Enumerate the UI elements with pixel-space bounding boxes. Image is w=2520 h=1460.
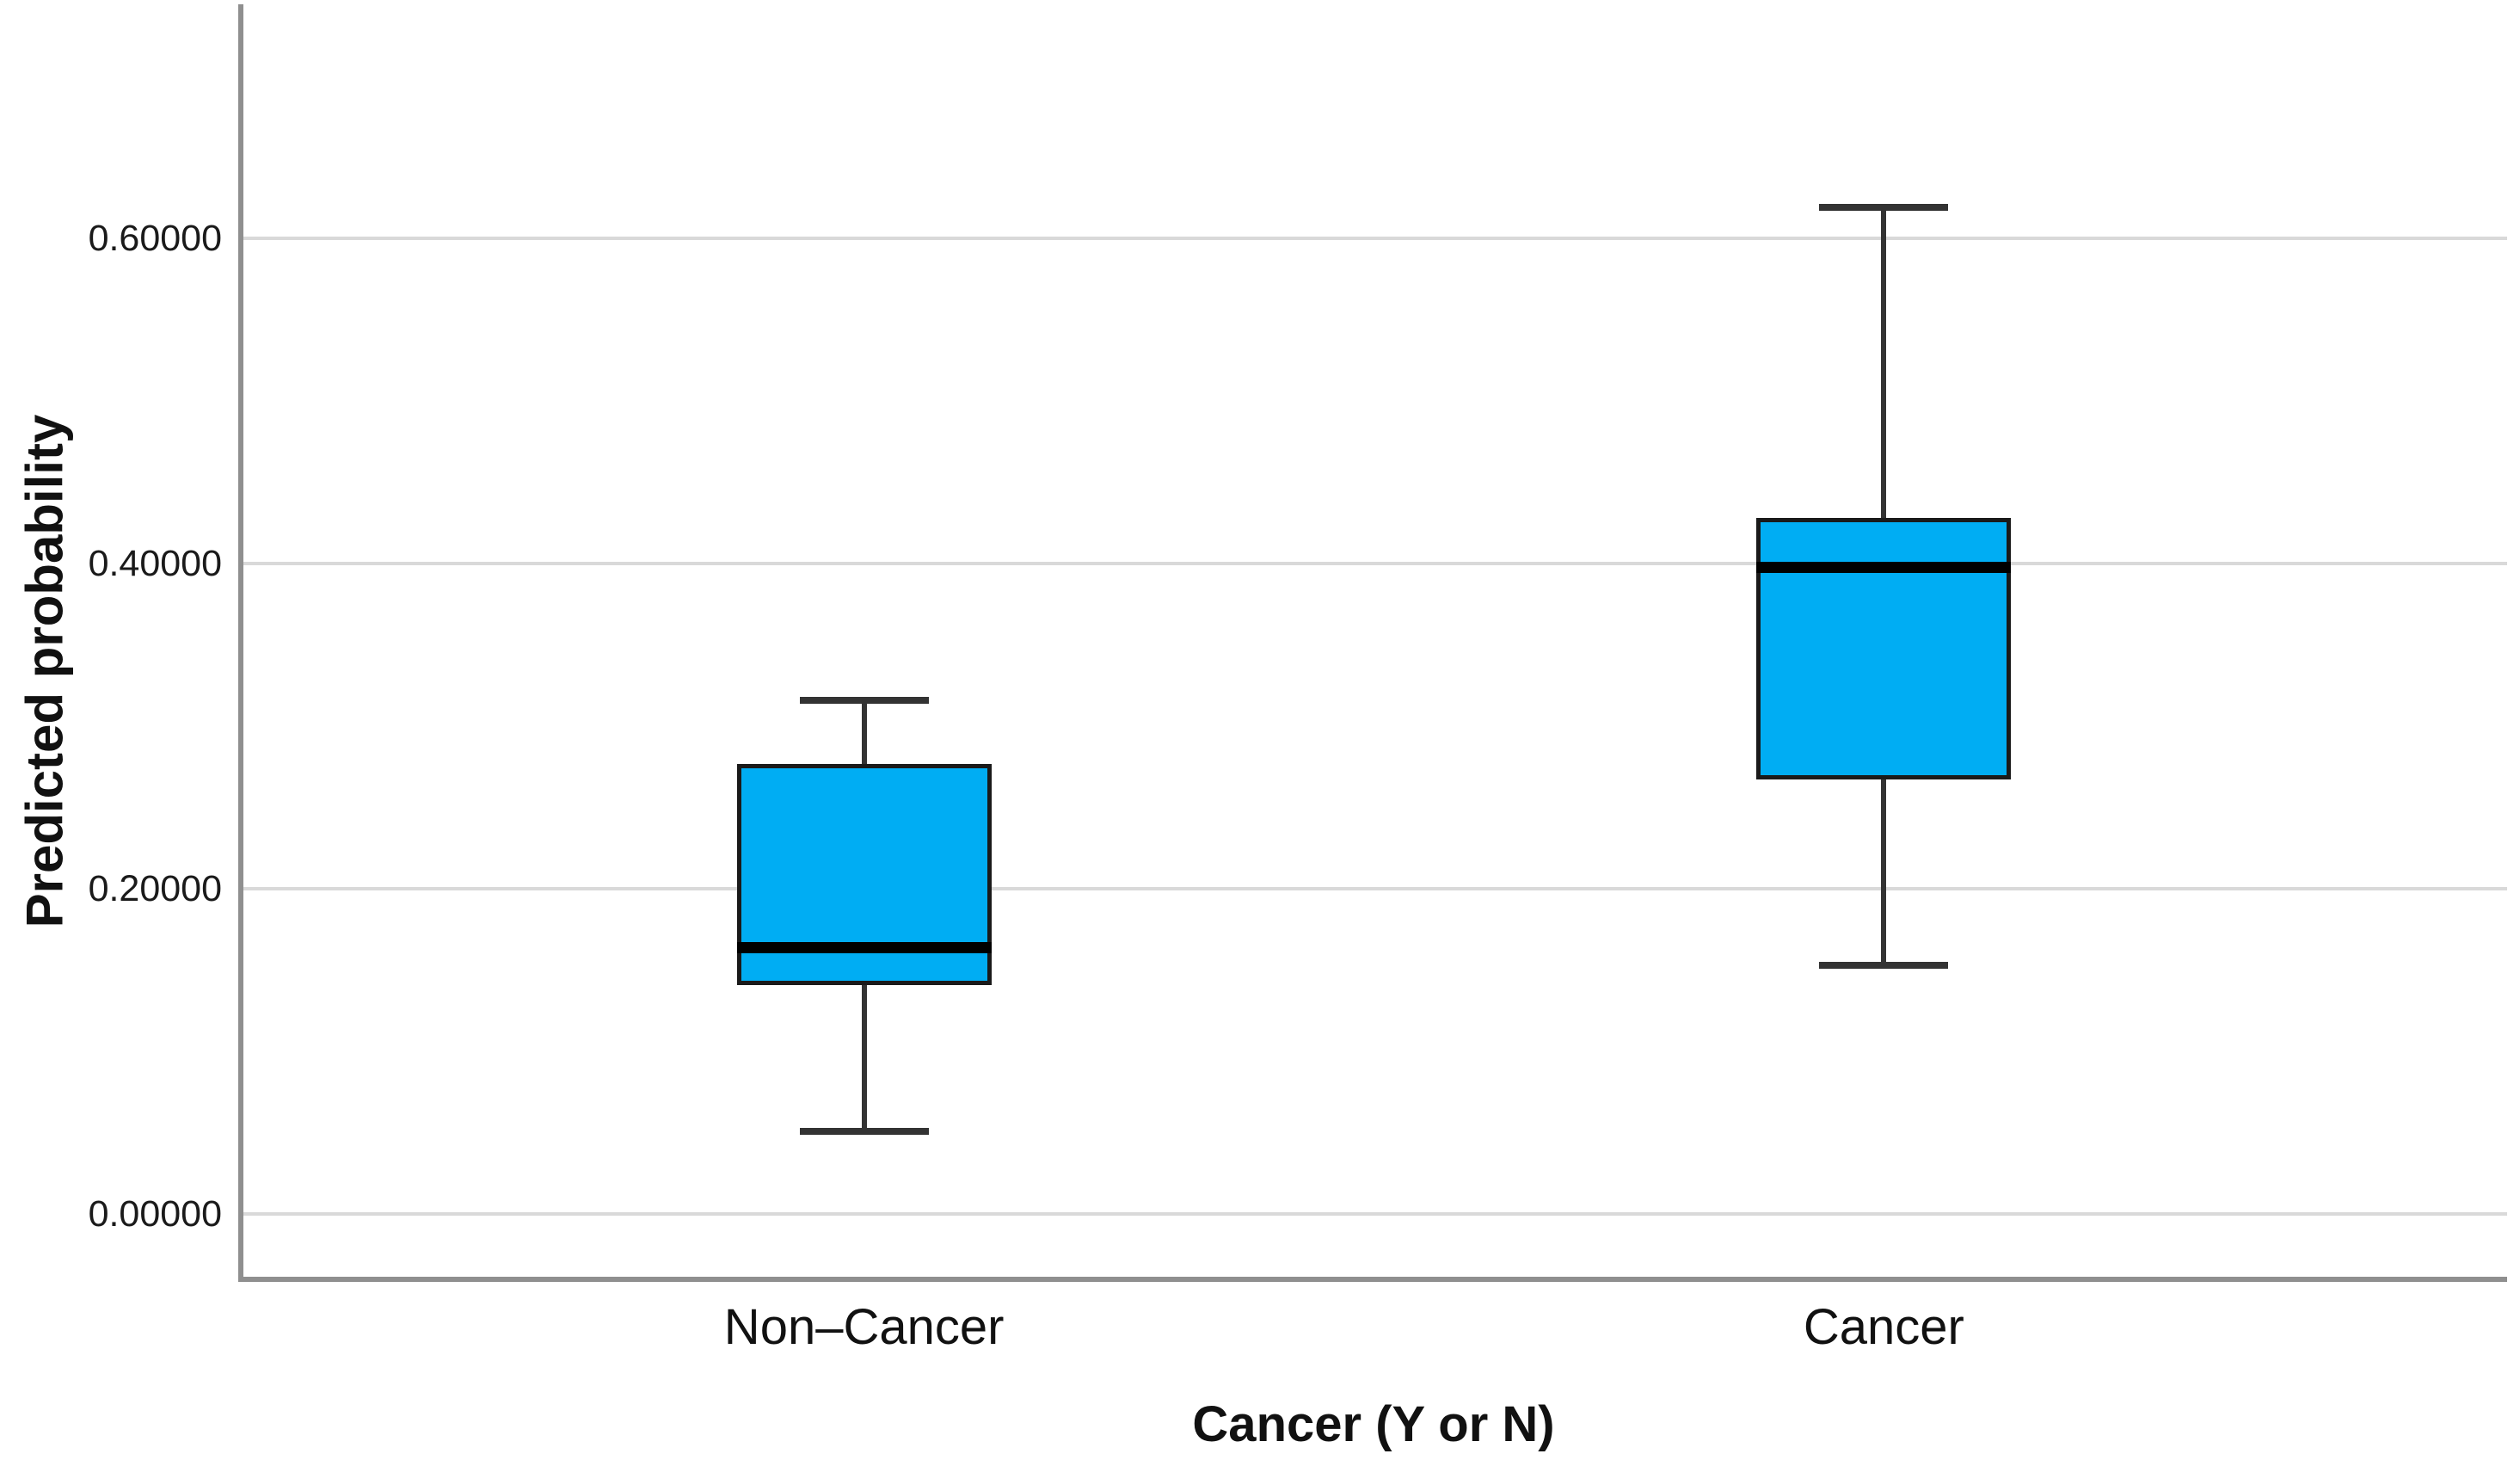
category-label: Non–Cancer (723, 1299, 1005, 1355)
lower-whisker-cap (1819, 961, 1949, 969)
upper-whisker-line (861, 699, 867, 764)
gridline (241, 562, 2507, 566)
lower-whisker-line (861, 984, 867, 1131)
x-axis-line (238, 1277, 2507, 1282)
y-tick-label: 0.20000 (88, 868, 222, 910)
y-tick-label: 0.60000 (88, 218, 222, 260)
gridline (241, 237, 2507, 241)
y-axis-line (238, 4, 243, 1282)
median-line (1756, 561, 2012, 573)
lower-whisker-cap (799, 1127, 929, 1135)
upper-whisker-line (1881, 207, 1887, 519)
gridline (241, 887, 2507, 891)
box-cancer (1756, 518, 2012, 780)
gridline (241, 1212, 2507, 1217)
y-tick-label: 0.40000 (88, 543, 222, 585)
y-tick-label: 0.00000 (88, 1193, 222, 1235)
lower-whisker-line (1881, 779, 1887, 965)
upper-whisker-cap (1819, 204, 1949, 212)
median-line (736, 942, 992, 954)
upper-whisker-cap (799, 696, 929, 704)
x-axis-title: Cancer (Y or N) (1192, 1396, 1555, 1452)
y-axis-title: Predicted probability (15, 414, 74, 928)
category-label: Cancer (1803, 1299, 1964, 1355)
